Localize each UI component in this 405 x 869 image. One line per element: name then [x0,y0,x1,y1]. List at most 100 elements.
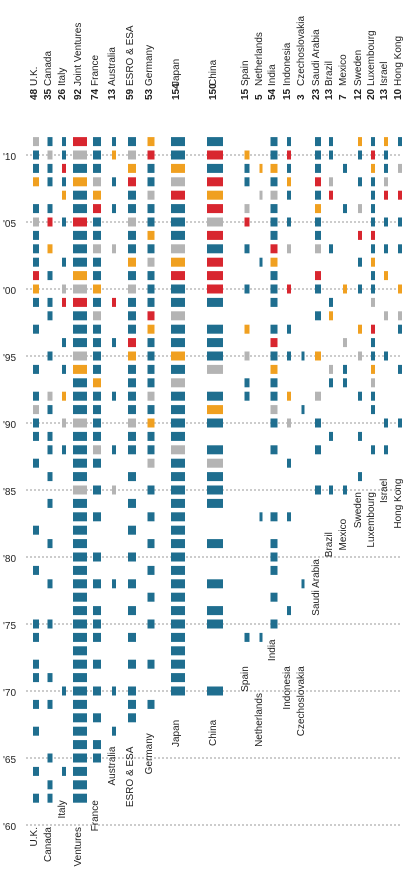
launch-mark-joint-ventures-1974 [73,632,87,642]
launch-mark-japan-2002 [171,257,185,267]
launch-mark-joint-ventures-1969 [73,699,87,709]
launch-mark-indonesia-2003 [287,244,291,254]
launch-mark-germany-1998 [147,311,155,321]
launch-mark-japan-1972 [171,659,185,669]
launch-mark-germany-2008 [147,177,155,187]
launch-mark-joint-ventures-1989 [73,431,87,441]
launch-mark-germany-1987 [147,458,155,468]
launch-mark-japan-1989 [171,431,185,441]
launch-mark-u-k--1987 [33,458,39,468]
country-label-australia: Australia [107,746,118,785]
country-name-indonesia: Indonesia [282,42,293,86]
launch-mark-israel-2011 [384,137,388,147]
country-name-czechoslovakia: Czechoslovakia [296,16,307,86]
launch-mark-esro-esa-1972 [128,659,136,669]
launch-mark-france-1999 [93,297,101,307]
launch-mark-saudi-arabia-1992 [315,391,321,401]
launch-mark-joint-ventures-1985 [73,485,87,495]
launch-mark-japan-1977 [171,592,185,602]
launch-mark-germany-1972 [147,659,155,669]
launch-mark-canada-1975 [47,619,53,629]
launch-mark-germany-1969 [147,699,155,709]
launch-mark-u-k--1964 [33,766,39,776]
launch-mark-france-1972 [93,659,101,669]
launch-mark-czechoslovakia-1991 [301,405,305,415]
launch-mark-luxembourg-2005 [371,217,375,227]
launch-mark-japan-1971 [171,673,185,683]
country-name-u-k-: U.K. [29,67,40,86]
launch-mark-mexico-1985 [343,485,347,495]
year-tick-1990: '90 [3,420,16,431]
launch-mark-u-k--2001 [33,271,39,281]
launch-mark-esro-esa-1982 [128,525,136,535]
launch-mark-china-2004 [207,230,223,240]
launch-mark-canada-2008 [47,177,53,187]
launch-mark-u-k--1974 [33,632,39,642]
launch-mark-israel-2009 [384,163,388,173]
launch-mark-india-2006 [270,204,278,214]
launch-mark-canada-1995 [47,351,53,361]
launch-mark-france-1975 [93,619,101,629]
year-tick-1965: '65 [3,755,16,766]
launch-mark-canada-2009 [47,163,53,173]
launch-mark-joint-ventures-1992 [73,391,87,401]
launch-mark-france-1998 [93,311,101,321]
launch-mark-india-1983 [270,512,278,522]
launch-mark-germany-2002 [147,257,155,267]
launch-mark-sweden-1995 [358,351,362,361]
launch-mark-india-1979 [270,565,278,575]
launch-mark-hong-kong-2000 [398,284,402,294]
launch-mark-esro-esa-1990 [128,418,136,428]
launch-mark-hong-kong-1997 [398,324,402,334]
launch-mark-israel-2001 [384,271,388,281]
launch-mark-spain-2000 [244,284,250,294]
country-count-u-k-: 48 [29,88,40,100]
launch-mark-japan-1970 [171,686,185,696]
launch-mark-canada-2006 [47,204,53,214]
launch-mark-israel-1988 [384,445,388,455]
launch-mark-joint-ventures-1962 [73,793,87,803]
launch-mark-joint-ventures-1995 [73,351,87,361]
launch-mark-japan-1991 [171,405,185,415]
launch-mark-germany-2011 [147,137,155,147]
launch-mark-sweden-1986 [358,472,362,482]
launch-mark-esro-esa-1996 [128,338,136,348]
launch-mark-luxembourg-1993 [371,378,375,388]
launch-mark-indonesia-1987 [287,458,291,468]
launch-mark-canada-2005 [47,217,53,227]
launch-mark-saudi-arabia-1995 [315,351,321,361]
launch-mark-sweden-2011 [358,137,362,147]
launch-mark-brazil-2008 [329,177,333,187]
launch-mark-u-k--2005 [33,217,39,227]
launch-mark-china-1986 [207,472,223,482]
launch-mark-u-k--2002 [33,257,39,267]
launch-mark-germany-1997 [147,324,155,334]
launch-mark-esro-esa-2008 [128,177,136,187]
country-label-esro-esa: ESRO & ESA [125,746,136,807]
launch-marks [33,137,402,803]
country-count-spain: 15 [240,88,251,100]
country-label-czechoslovakia: Czechoslovakia [296,666,307,736]
launch-mark-japan-1996 [171,338,185,348]
launch-mark-china-1990 [207,418,223,428]
launch-mark-joint-ventures-1972 [73,659,87,669]
launch-mark-saudi-arabia-2005 [315,217,321,227]
country-count-israel: 13 [379,88,390,100]
launch-mark-france-2009 [93,163,101,173]
launch-mark-japan-1997 [171,324,185,334]
launch-mark-italy-1994 [62,364,66,374]
launch-mark-saudi-arabia-2008 [315,177,321,187]
launch-mark-hong-kong-1998 [398,311,402,321]
launch-mark-canada-2003 [47,244,53,254]
launch-mark-spain-2005 [244,217,250,227]
country-name-joint-ventures: Joint Ventures [73,23,84,86]
launch-mark-u-k--2008 [33,177,39,187]
launch-mark-italy-2011 [62,137,66,147]
launch-mark-u-k--2011 [33,137,39,147]
launch-mark-u-k--1997 [33,324,39,334]
launch-mark-france-1995 [93,351,101,361]
launch-mark-india-2010 [270,150,278,160]
launch-mark-italy-1988 [62,445,66,455]
launch-mark-germany-2003 [147,244,155,254]
